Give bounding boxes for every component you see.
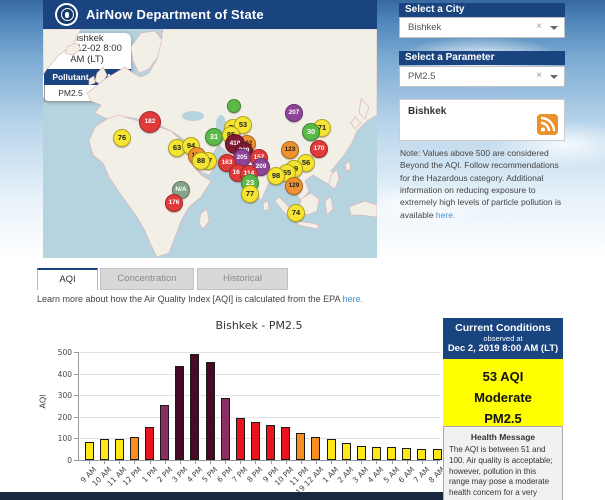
bar-2019 12 AM[interactable] — [311, 437, 321, 460]
x-tick-4 PM: 4 PM — [185, 465, 205, 485]
aqi-marker-hidden[interactable] — [227, 99, 241, 113]
popup-pollutant-value: PM2.5 — [43, 83, 98, 102]
aqi-marker-31[interactable]: 31 — [205, 128, 223, 146]
tab-aqi[interactable]: AQI — [37, 268, 98, 290]
rss-feed-icon[interactable] — [537, 114, 558, 135]
x-tick-3 PM: 3 PM — [169, 465, 190, 485]
health-message-title: Health Message — [470, 432, 536, 442]
bar-8 AM[interactable] — [432, 449, 442, 460]
y-tick-400: 400 — [57, 369, 72, 379]
bar-8 PM[interactable] — [250, 422, 260, 460]
bar-3 PM[interactable] — [175, 366, 185, 460]
chart-title: Bishkek - PM2.5 — [215, 319, 303, 332]
select-parameter-header: Select a Parameter — [399, 51, 565, 65]
bar-5 PM[interactable] — [205, 362, 215, 460]
parameter-select-value: PM2.5 — [408, 71, 436, 82]
bar-6 AM[interactable] — [402, 448, 412, 460]
aqi-marker-30[interactable]: 30 — [302, 123, 320, 141]
y-tick-500: 500 — [57, 348, 72, 357]
x-tick-2 PM: 2 PM — [154, 465, 175, 485]
aqi-marker-98[interactable]: 98 — [267, 167, 285, 185]
city-select-dropdown[interactable]: Bishkek × — [399, 17, 565, 38]
popup-col-pollutant: Pollutant — [43, 68, 98, 85]
beyond-aqi-note: Note: Values above 500 are considered Be… — [400, 148, 562, 220]
bar-9 AM[interactable] — [84, 442, 94, 460]
bar-4 AM[interactable] — [371, 447, 381, 460]
bar-12 PM[interactable] — [129, 437, 139, 460]
health-message-panel: Health Message The AQI is between 51 and… — [443, 426, 563, 500]
aqi-bar-chart: Bishkek - PM2.5 AQI 0 100 200 300 400 500 9 AM… — [30, 315, 447, 500]
y-tick-100: 100 — [57, 434, 72, 444]
x-tick-8 PM: 8 PM — [245, 465, 265, 485]
city-clear-icon[interactable]: × — [536, 21, 542, 32]
tab-historical[interactable]: Historical — [197, 268, 288, 290]
bar-11 PM[interactable] — [296, 433, 306, 460]
x-tick-5 AM: 5 AM — [381, 465, 401, 485]
aqi-map[interactable]: 7618231639413697887953851024103292051631… — [43, 29, 377, 258]
bar-3 AM[interactable] — [356, 446, 366, 460]
bar-9 PM[interactable] — [266, 425, 276, 460]
bar-7 AM[interactable] — [417, 449, 427, 460]
aqi-marker-207[interactable]: 207 — [285, 104, 303, 122]
current-aqi-category: Moderate — [474, 390, 532, 405]
footer-bar — [0, 492, 443, 500]
y-tick-0: 0 — [67, 456, 72, 465]
popup-city: Bishkek — [70, 33, 104, 44]
popup-datetime: 2019-12-02 8:00 AM (LT) — [52, 43, 122, 65]
city-chevron-down-icon[interactable] — [550, 26, 558, 34]
dos-seal-logo — [55, 3, 78, 26]
tab-concentration[interactable]: Concentration — [100, 268, 194, 290]
current-conditions-header: Current Conditions observed at Dec 2, 20… — [443, 318, 563, 359]
learn-more-text: Learn more about how the Air Quality Ind… — [37, 294, 364, 304]
x-tick-1 PM: 1 PM — [139, 465, 159, 485]
health-message-text: The AQI is between 51 and 100. Air quali… — [449, 445, 553, 500]
bar-7 PM[interactable] — [235, 418, 245, 460]
parameter-clear-icon[interactable]: × — [536, 70, 542, 81]
bar-10 PM[interactable] — [281, 427, 291, 460]
aqi-marker-77[interactable]: 77 — [241, 185, 259, 203]
aqi-marker-129[interactable]: 129 — [285, 177, 303, 195]
rss-panel: Bishkek — [399, 99, 565, 141]
parameter-select-dropdown[interactable]: PM2.5 × — [399, 66, 565, 87]
bar-1 PM[interactable] — [145, 427, 155, 460]
current-aqi-value: 53 AQI — [482, 369, 524, 384]
bar-2 AM[interactable] — [341, 443, 351, 460]
x-tick-6 AM: 6 AM — [396, 465, 417, 485]
bar-5 AM[interactable] — [387, 447, 397, 460]
city-select-value: Bishkek — [408, 22, 442, 33]
y-tick-200: 200 — [57, 412, 72, 422]
aqi-marker-182[interactable]: 182 — [139, 111, 161, 133]
chart-y-axis-label: AQI — [38, 394, 48, 409]
bar-10 AM[interactable] — [99, 439, 109, 460]
current-aqi-pollutant: PM2.5 — [484, 411, 522, 426]
bar-1 AM[interactable] — [326, 439, 336, 460]
parameter-chevron-down-icon[interactable] — [550, 75, 558, 83]
bar-2 PM[interactable] — [160, 405, 170, 460]
current-aqi-panel: 53 AQI Moderate PM2.5 — [443, 359, 563, 426]
y-tick-300: 300 — [57, 391, 72, 401]
select-city-header: Select a City — [399, 3, 565, 17]
app-header: AirNow Department of State — [43, 0, 377, 29]
bar-6 PM[interactable] — [220, 398, 230, 460]
aqi-marker-74[interactable]: 74 — [287, 204, 305, 222]
learn-more-here-link[interactable]: here. — [342, 294, 364, 304]
note-here-link[interactable]: here. — [435, 209, 456, 220]
aqi-marker-170[interactable]: 170 — [310, 140, 328, 158]
aqi-marker-76[interactable]: 76 — [113, 129, 131, 147]
rss-panel-title: Bishkek — [408, 106, 447, 117]
x-tick-4 AM: 4 AM — [366, 465, 386, 485]
bar-4 PM[interactable] — [190, 354, 200, 460]
page-title: AirNow Department of State — [86, 7, 264, 22]
bar-11 AM[interactable] — [114, 439, 124, 460]
aqi-marker-123[interactable]: 123 — [281, 141, 299, 159]
aqi-marker-176[interactable]: 176 — [165, 194, 183, 212]
aqi-marker-63[interactable]: 63 — [168, 139, 186, 157]
aqi-marker-88[interactable]: 88 — [192, 152, 210, 170]
